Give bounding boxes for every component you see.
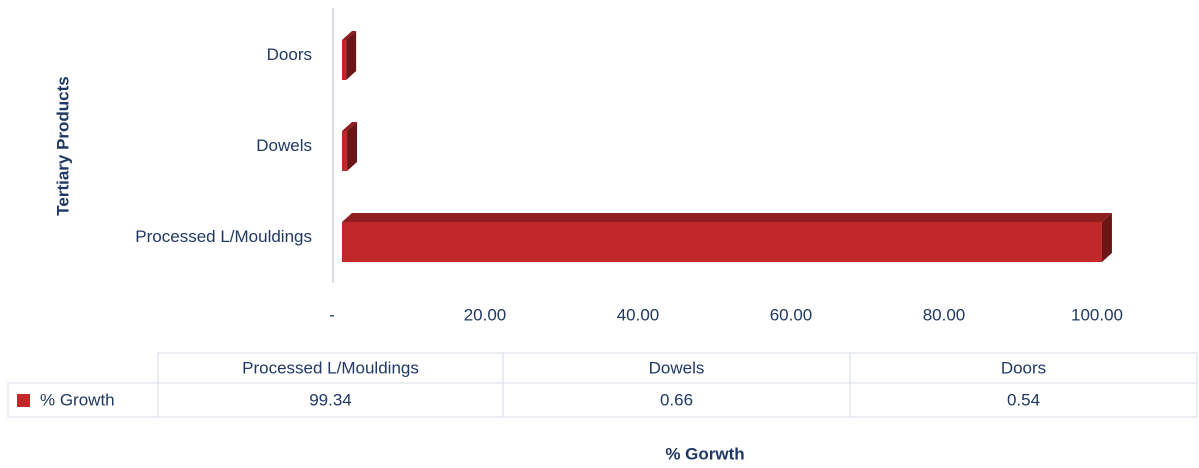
x-tick-label: 60.00 xyxy=(770,305,813,324)
table-value: 99.34 xyxy=(309,390,352,409)
table-header: Processed L/Mouldings xyxy=(242,358,419,377)
bar-top xyxy=(342,122,358,131)
legend-label: % Growth xyxy=(40,390,115,409)
x-tick-label: 100.00 xyxy=(1071,305,1123,324)
y-axis-title: Tertiary Products xyxy=(53,76,72,216)
y-tick-label: Processed L/Mouldings xyxy=(135,227,312,246)
x-tick-label: 80.00 xyxy=(923,305,966,324)
x-tick-label: 20.00 xyxy=(464,305,507,324)
legend-swatch xyxy=(17,394,30,407)
table-header: Dowels xyxy=(649,358,705,377)
bar-side xyxy=(347,122,358,171)
bar-side xyxy=(346,31,357,80)
bar xyxy=(342,222,1102,262)
bar-side xyxy=(1101,213,1112,262)
table-value: 0.54 xyxy=(1007,390,1040,409)
x-tick-label: - xyxy=(329,305,335,324)
table-cell xyxy=(849,382,1198,418)
bar-top xyxy=(342,213,1112,222)
y-tick-label: Dowels xyxy=(256,136,312,155)
table-value: 0.66 xyxy=(660,390,693,409)
bar-top xyxy=(342,31,357,40)
x-axis-title: % Gorwth xyxy=(665,444,744,463)
x-tick-label: 40.00 xyxy=(617,305,660,324)
table-cell xyxy=(7,382,159,418)
bar xyxy=(342,40,347,80)
y-tick-label: Doors xyxy=(267,45,312,64)
table-header: Doors xyxy=(1001,358,1046,377)
bar xyxy=(342,131,348,171)
